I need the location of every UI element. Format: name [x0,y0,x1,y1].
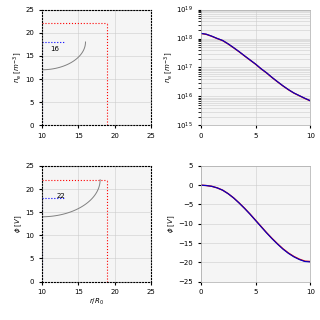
Text: 22: 22 [56,193,65,199]
Y-axis label: $\phi\ [V]$: $\phi\ [V]$ [166,214,177,233]
X-axis label: $r / R_0$: $r / R_0$ [89,297,104,307]
Y-axis label: $\phi\ [V]$: $\phi\ [V]$ [13,214,24,233]
Text: 16: 16 [50,46,60,52]
Y-axis label: $n_{\rm e}\ [m^{-3}]$: $n_{\rm e}\ [m^{-3}]$ [11,52,24,83]
Y-axis label: $n_{\rm e}\ [m^{-3}]$: $n_{\rm e}\ [m^{-3}]$ [162,52,175,83]
